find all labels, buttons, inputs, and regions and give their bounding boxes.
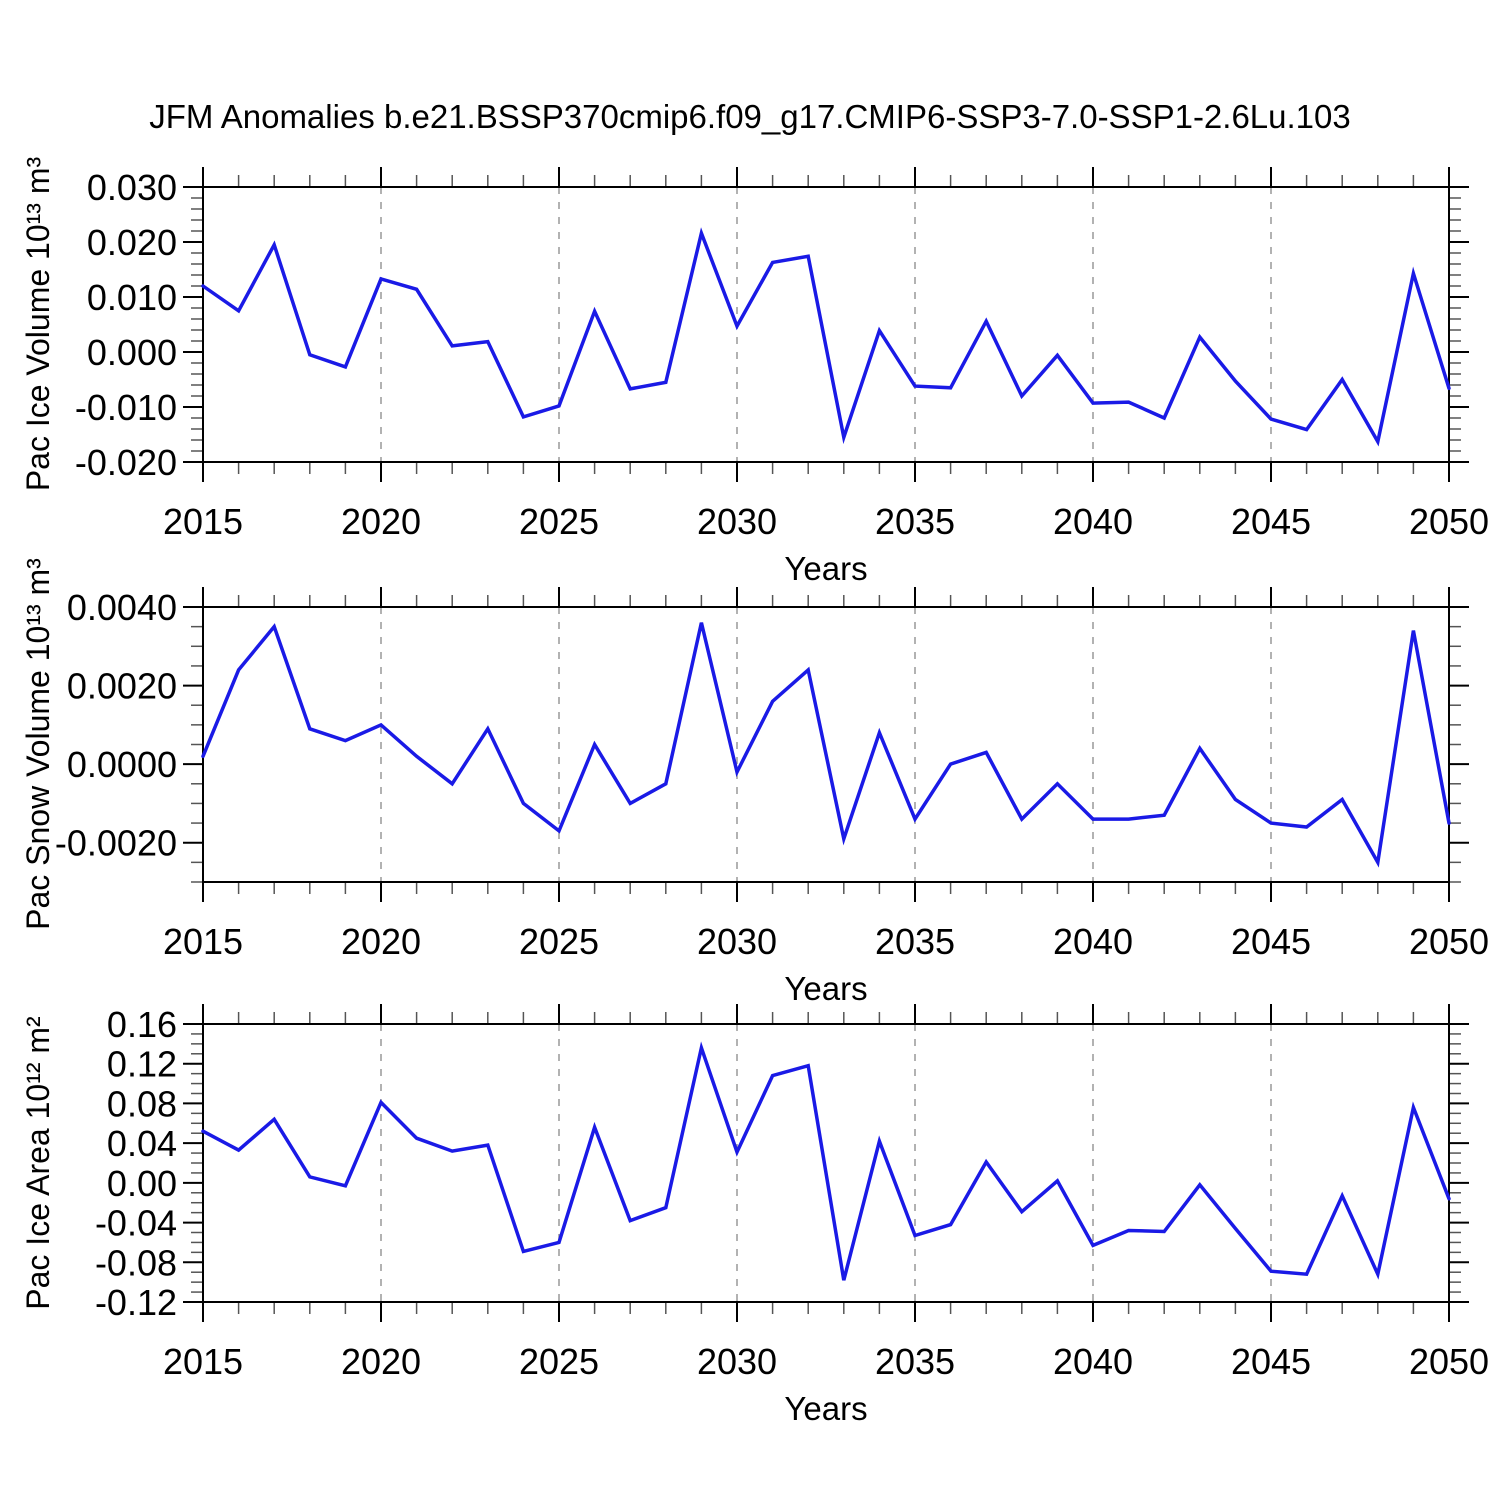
y-tick-label: 0.00 (107, 1163, 177, 1204)
y-tick-label: 0.0020 (67, 666, 177, 707)
panel-frame-2 (202, 606, 1450, 883)
x-tick-label: 2045 (1231, 1341, 1311, 1382)
x-tick-label: 2050 (1409, 1341, 1489, 1382)
x-tick-label: 2030 (697, 501, 777, 542)
x-tick-label: 2020 (341, 921, 421, 962)
y-tick-label: -0.010 (75, 387, 177, 428)
y-tick-label: 0.0000 (67, 744, 177, 785)
data-line-pac-ice-area (201, 1041, 1451, 1281)
x-tick-label: 2025 (519, 921, 599, 962)
chart-title: JFM Anomalies b.e21.BSSP370cmip6.f09_g17… (149, 98, 1351, 135)
x-axis-label-years-panel3: Years (784, 1390, 868, 1427)
y-tick-label: 0.020 (87, 222, 177, 263)
data-line-pac-snow-volume (201, 622, 1451, 868)
y-tick-label: -0.04 (95, 1203, 177, 1244)
data-line-pac-ice-volume (201, 227, 1451, 447)
x-tick-label: 2035 (875, 1341, 955, 1382)
y-tick-label: 0.000 (87, 332, 177, 373)
x-tick-label: 2030 (697, 1341, 777, 1382)
y-tick-label: 0.010 (87, 277, 177, 318)
y-tick-label: -0.12 (95, 1282, 177, 1323)
x-tick-label: 2050 (1409, 921, 1489, 962)
x-tick-label: 2015 (163, 501, 243, 542)
x-tick-label: 2020 (341, 501, 421, 542)
x-tick-label: 2030 (697, 921, 777, 962)
x-tick-label: 2015 (163, 1341, 243, 1382)
panel-frame-3 (202, 1023, 1450, 1303)
x-tick-label: 2040 (1053, 1341, 1133, 1382)
y-tick-label: -0.0020 (55, 823, 177, 864)
panel-frame-1 (202, 186, 1450, 463)
x-tick-label: 2040 (1053, 501, 1133, 542)
y-tick-label: 0.04 (107, 1123, 177, 1164)
y-tick-label: 0.030 (87, 167, 177, 208)
x-tick-label: 2025 (519, 501, 599, 542)
y-tick-label: -0.020 (75, 442, 177, 483)
x-tick-label: 2045 (1231, 501, 1311, 542)
y-tick-label: 0.12 (107, 1044, 177, 1085)
y-tick-label: 0.08 (107, 1083, 177, 1124)
y-tick-label: -0.08 (95, 1242, 177, 1283)
x-tick-label: 2025 (519, 1341, 599, 1382)
x-tick-label: 2040 (1053, 921, 1133, 962)
x-tick-label: 2035 (875, 501, 955, 542)
x-tick-label: 2050 (1409, 501, 1489, 542)
x-tick-label: 2015 (163, 921, 243, 962)
x-tick-label: 2020 (341, 1341, 421, 1382)
x-axis-label-years-panel2: Years (784, 970, 868, 1007)
y-tick-label: 0.16 (107, 1004, 177, 1045)
x-tick-label: 2035 (875, 921, 955, 962)
y-tick-label: 0.0040 (67, 587, 177, 628)
x-axis-label-years-panel1: Years (784, 550, 868, 587)
x-tick-label: 2045 (1231, 921, 1311, 962)
